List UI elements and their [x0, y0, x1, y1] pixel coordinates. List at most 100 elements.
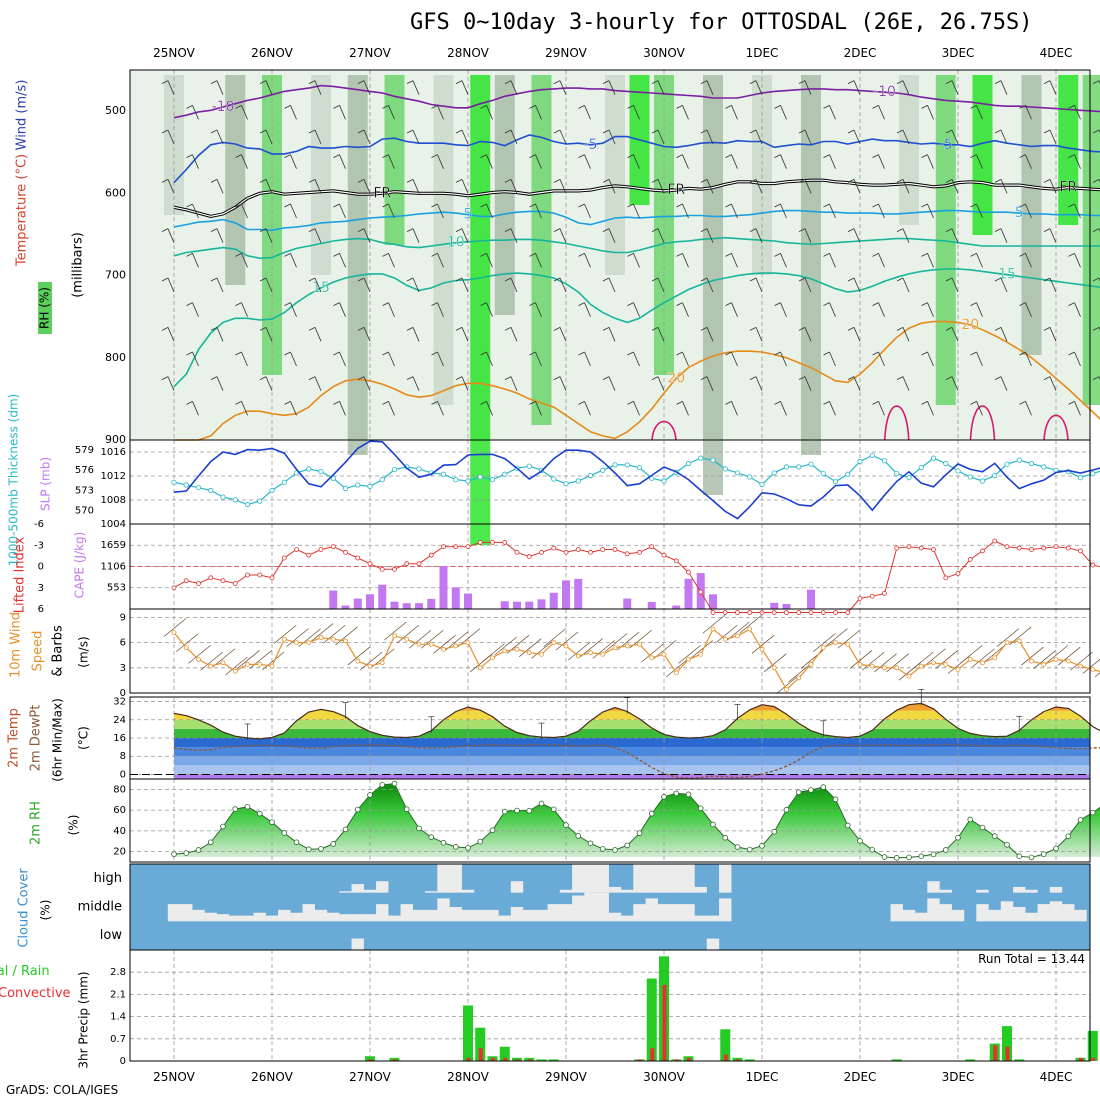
wind-barb-10m	[886, 653, 909, 673]
wind-barb	[731, 351, 738, 367]
precip-frame	[129, 949, 1091, 1062]
wind-speed-point	[771, 665, 777, 671]
wind-barb	[682, 203, 689, 219]
axis-label: & Barbs	[51, 625, 66, 677]
date-label-top: 25NOV	[153, 46, 195, 60]
wind-barb	[412, 129, 420, 145]
wind-barb	[1074, 253, 1081, 268]
wind-barb	[161, 326, 169, 331]
thickness-point	[636, 464, 643, 471]
wind-barb	[798, 178, 806, 183]
wind-barb	[216, 277, 224, 293]
wind-barb	[339, 154, 346, 169]
tick-label: 1.4	[110, 1012, 126, 1023]
wind-barb	[896, 228, 904, 233]
date-label-bottom: 1DEC	[746, 1070, 779, 1084]
lifted-index-point	[330, 544, 336, 550]
tick-label: 3	[38, 583, 44, 594]
cloud-bar-middle	[915, 912, 928, 922]
tick-label: 20	[113, 847, 126, 858]
wind-speed-point	[649, 655, 655, 661]
wind-barb-10m	[1021, 646, 1044, 666]
wind-barb	[676, 154, 683, 159]
thickness-point	[355, 482, 361, 488]
wind-barb	[461, 277, 469, 293]
wind-barb	[437, 154, 444, 169]
wind-barb	[847, 326, 855, 331]
thickness-point	[575, 478, 581, 484]
wind-barb	[798, 129, 806, 134]
wind-barb	[970, 203, 977, 208]
wind-barb	[1043, 228, 1051, 233]
cape-bar	[451, 587, 460, 609]
precip-total-bar	[891, 1059, 902, 1061]
wind-barb	[363, 327, 371, 342]
rh-point	[207, 839, 214, 846]
axis-label: (m/s)	[77, 636, 91, 667]
rh-frame	[129, 778, 1091, 863]
tick-label: 0	[120, 688, 126, 699]
wind-barb	[1074, 203, 1081, 219]
wind-speed-point	[1090, 667, 1096, 672]
contour-label: -10	[873, 84, 896, 100]
wind-barb	[584, 351, 591, 367]
wind-barb	[945, 80, 953, 85]
wind-barb	[357, 376, 365, 381]
wind-barb	[192, 105, 199, 120]
axis-label: 10m Wind	[9, 612, 24, 678]
wind-barb	[553, 376, 561, 381]
wind-barb	[602, 129, 610, 134]
lifted-index-point	[269, 575, 275, 581]
lifted-index-point	[281, 555, 287, 561]
thickness-point	[318, 468, 324, 475]
wind-barb	[578, 104, 585, 109]
wind-barb	[559, 179, 567, 194]
cloud-bar-middle	[192, 909, 205, 922]
wind-barb-10m	[384, 621, 407, 641]
contour-label: FR	[667, 182, 685, 198]
wind-barb	[970, 302, 977, 307]
wind-barb	[1092, 228, 1100, 233]
wind-barb-10m	[457, 628, 481, 647]
wind-barb	[945, 326, 953, 331]
lifted-index-point	[306, 552, 312, 558]
wind-barb	[486, 351, 493, 367]
thickness-point	[208, 487, 214, 493]
rh-point	[1040, 851, 1047, 857]
axis-label: (°C)	[77, 726, 91, 750]
tick-label: 80	[113, 784, 126, 795]
axis-label: Lifted Index	[13, 536, 28, 613]
wind-barb-10m	[408, 630, 432, 649]
thickness-point	[600, 467, 606, 473]
rh-point	[305, 846, 312, 853]
rh-point	[256, 810, 263, 817]
tick-label: -6	[34, 519, 44, 530]
tick-label: 1106	[101, 561, 126, 572]
wind-speed-point	[931, 660, 936, 666]
wind-barb	[161, 80, 169, 85]
wind-barb	[510, 228, 518, 243]
cape-bar	[684, 578, 693, 609]
wind-barb	[749, 129, 757, 134]
thickness-point	[808, 461, 814, 467]
wind-barb	[755, 277, 763, 293]
wind-barb	[853, 327, 861, 342]
wind-barb-10m	[286, 628, 309, 647]
wind-barb	[406, 326, 414, 331]
rh-band	[164, 75, 184, 215]
tick-label: 1004	[101, 519, 126, 530]
wind-barb	[921, 154, 928, 159]
wind-barb	[951, 80, 959, 95]
thickness-point	[661, 478, 667, 484]
wind-speed-point	[955, 667, 961, 672]
date-label-top: 27NOV	[349, 46, 391, 60]
wind-barb	[241, 401, 248, 416]
wind-barb	[976, 253, 983, 268]
wind-barb-10m	[837, 630, 860, 649]
cloud-bar-middle	[657, 904, 671, 922]
wind-barb	[1049, 327, 1057, 342]
wind-barb	[602, 326, 610, 331]
cloud-bar-middle	[290, 912, 303, 922]
wind-barb	[363, 179, 371, 194]
date-label-top: 1DEC	[746, 46, 779, 60]
